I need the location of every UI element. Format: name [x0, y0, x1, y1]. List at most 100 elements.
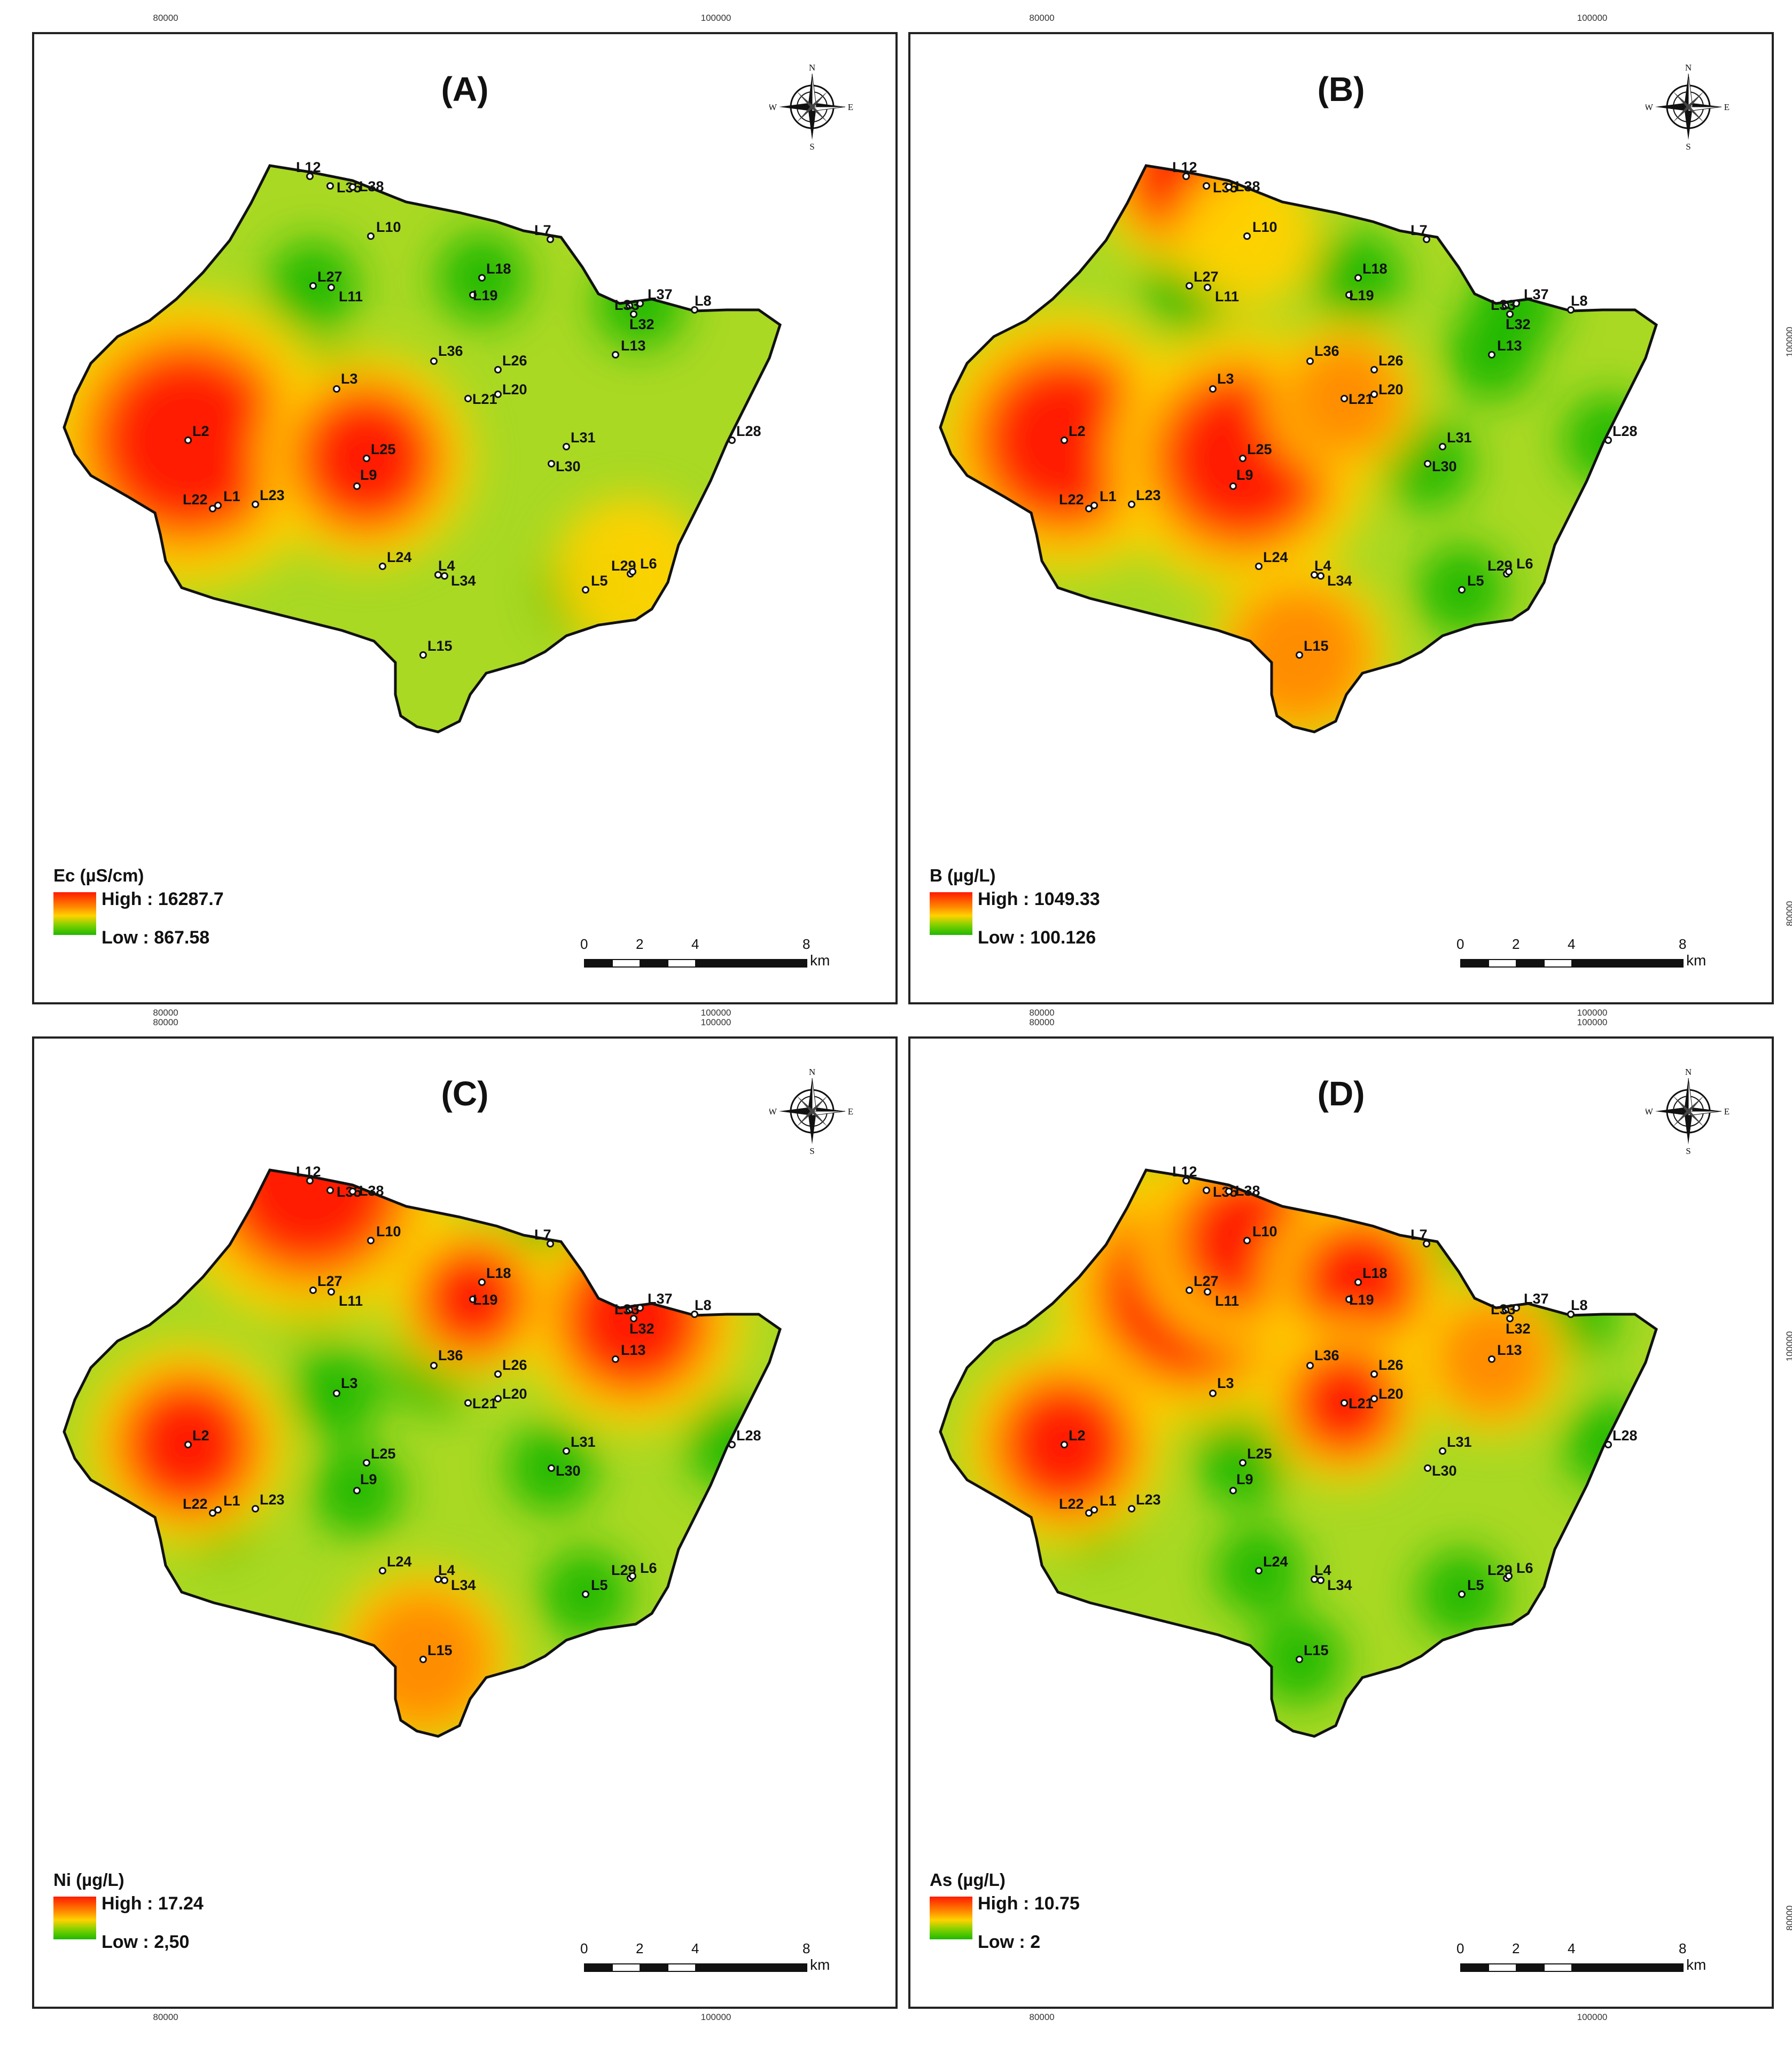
- site-label: L37: [648, 1291, 673, 1307]
- site-marker: [353, 482, 361, 490]
- site-marker: [1061, 1441, 1068, 1448]
- site-label: L9: [360, 1471, 377, 1487]
- site-marker: [363, 455, 370, 462]
- site-l15: L15: [419, 638, 453, 659]
- scale-bar-label-4: 4: [691, 936, 699, 952]
- site-marker: [184, 1441, 192, 1448]
- interpolation-map: L12 L35L38 L10 L7 L27 L11 L18 L19 L37 L33 L32 L8 L13…: [63, 159, 782, 734]
- north-arrow-icon: N S E W: [768, 1067, 855, 1156]
- scale-bar: [1460, 959, 1684, 968]
- site-l5: L5: [1458, 573, 1484, 594]
- site-l1: L1: [214, 1493, 240, 1514]
- scale-bar-label-2: 2: [636, 936, 644, 952]
- site-marker: [252, 1505, 259, 1512]
- map-panel-c: 800001000008000010000010000080000L12L35L…: [32, 1017, 918, 2022]
- site-marker: [419, 651, 427, 659]
- site-l2: L2: [184, 423, 209, 444]
- site-label: L32: [629, 316, 655, 332]
- site-label: L1: [1100, 488, 1117, 504]
- site-marker: [1306, 357, 1314, 365]
- site-label: L32: [629, 1321, 655, 1337]
- site-label: L10: [1252, 219, 1277, 235]
- site-l32: L32: [629, 310, 655, 332]
- compass-n: N: [1685, 1069, 1692, 1077]
- site-marker: [1203, 1187, 1210, 1194]
- site-label: L10: [376, 219, 401, 235]
- site-label: L3: [1217, 1375, 1234, 1391]
- site-marker: [548, 460, 555, 467]
- site-label: L30: [1432, 1463, 1457, 1479]
- site-marker: [1204, 284, 1211, 291]
- site-l27: L27: [1186, 1273, 1219, 1294]
- site-label: L33: [1491, 1301, 1516, 1317]
- site-l23: L23: [252, 1492, 285, 1512]
- site-label: L9: [1236, 467, 1253, 483]
- site-marker: [309, 282, 317, 290]
- site-marker: [1423, 236, 1430, 243]
- site-label: L21: [472, 391, 497, 407]
- site-label: L20: [502, 1386, 527, 1402]
- site-l18: L18: [1354, 261, 1388, 282]
- site-label: L2: [192, 1428, 209, 1444]
- site-label: L36: [438, 1347, 463, 1363]
- site-label: L18: [486, 1265, 511, 1281]
- site-marker: [630, 1315, 637, 1322]
- site-marker: [1186, 282, 1193, 290]
- site-marker: [1513, 1304, 1520, 1312]
- site-marker: [326, 182, 334, 190]
- site-l3: L3: [1209, 1375, 1234, 1397]
- site-label: L5: [591, 1577, 608, 1593]
- site-label: L25: [371, 441, 396, 457]
- site-l18: L18: [478, 1265, 511, 1286]
- site-label: L24: [387, 549, 412, 565]
- site-marker: [1567, 1311, 1575, 1318]
- site-label: L36: [438, 343, 463, 359]
- site-marker: [326, 1187, 334, 1194]
- coord-x-top-left: 80000: [1029, 1017, 1055, 1027]
- site-marker: [1090, 502, 1098, 509]
- site-label: L25: [1247, 1446, 1272, 1462]
- site-label: L11: [1215, 288, 1239, 305]
- site-l22: L22: [183, 1496, 216, 1517]
- site-marker: [1424, 460, 1431, 467]
- site-marker: [1128, 1505, 1135, 1512]
- scale-bar-label-4: 4: [691, 1940, 699, 1956]
- site-label: L27: [1194, 269, 1219, 285]
- site-l22: L22: [183, 492, 216, 512]
- site-l12: L12: [1172, 1164, 1197, 1184]
- site-l30: L30: [1424, 458, 1457, 474]
- site-marker: [478, 1278, 486, 1286]
- site-marker: [469, 291, 477, 299]
- site-label: L26: [1378, 353, 1404, 369]
- compass-s: S: [809, 1146, 814, 1154]
- site-l22: L22: [1059, 1496, 1093, 1517]
- site-marker: [1255, 1567, 1263, 1574]
- site-marker: [1513, 300, 1520, 307]
- site-marker: [1128, 501, 1135, 508]
- site-marker: [1306, 1362, 1314, 1369]
- site-l19: L19: [469, 1292, 498, 1308]
- site-marker: [1505, 1572, 1513, 1580]
- site-label: L22: [1059, 1496, 1084, 1512]
- site-l37: L37: [636, 1291, 673, 1312]
- site-marker: [582, 1590, 589, 1598]
- site-marker: [630, 310, 637, 318]
- site-marker: [1354, 1278, 1362, 1286]
- coord-x-bottom-left: 80000: [153, 1008, 178, 1018]
- site-label: L1: [1100, 1493, 1117, 1509]
- compass-s: S: [1686, 1146, 1690, 1154]
- site-label: L24: [1263, 549, 1288, 565]
- site-label: L21: [1349, 1395, 1374, 1411]
- site-l19: L19: [1345, 287, 1374, 303]
- site-l7: L7: [1411, 1227, 1430, 1247]
- site-l36: L36: [1306, 343, 1339, 365]
- site-label: L31: [571, 1434, 596, 1450]
- legend-high-value: High : 16287.7: [102, 889, 224, 909]
- site-l33: L33: [1491, 297, 1516, 313]
- site-label: L6: [640, 1560, 657, 1576]
- site-l34: L34: [1317, 1577, 1352, 1593]
- site-marker: [379, 563, 386, 570]
- scale-bar-label-8: 8: [802, 936, 811, 952]
- site-label: L38: [1235, 1183, 1260, 1199]
- legend-low-value: Low : 2,50: [102, 1932, 190, 1952]
